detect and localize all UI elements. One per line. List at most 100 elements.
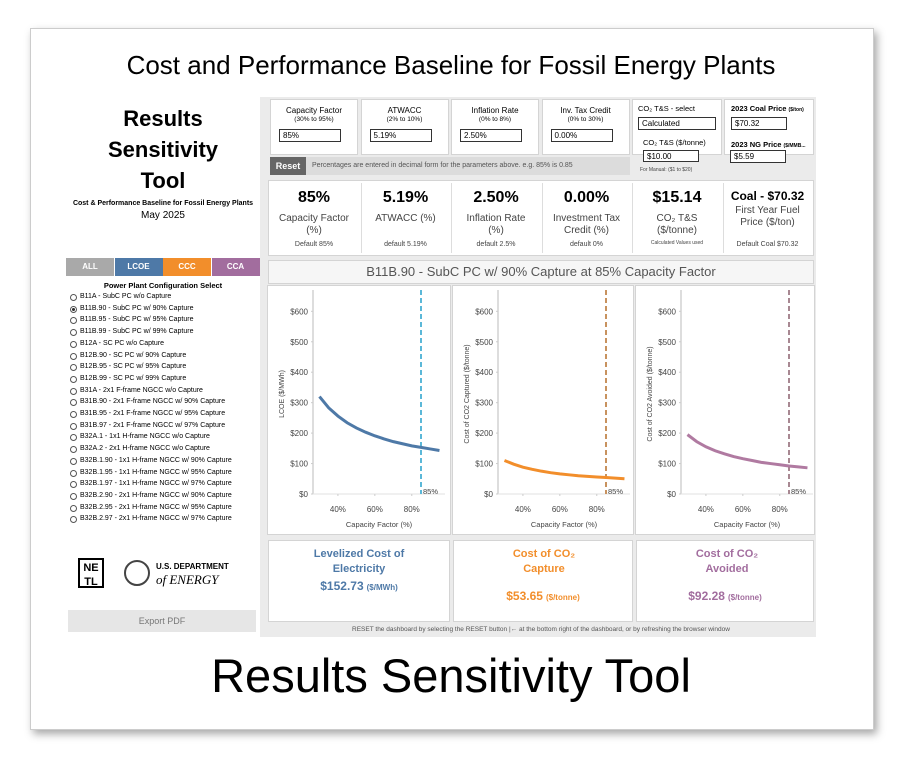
plant-option[interactable]: B11B.99 - SubC PC w/ 99% Capture: [70, 327, 260, 338]
co2-value-input[interactable]: $10.00: [643, 150, 699, 162]
y-tick-label: $0: [484, 490, 493, 499]
plant-option[interactable]: B11B.95 - SubC PC w/ 95% Capture: [70, 315, 260, 326]
input-range: (0% to 8%): [478, 116, 512, 123]
plant-label: B32B.2.90 - 2x1 H-frame NGCC w/ 90% Capt…: [80, 491, 232, 499]
plant-label: B31A - 2x1 F-frame NGCC w/o Capture: [80, 386, 203, 394]
y-axis-label: LCOE ($/MWh): [279, 370, 286, 418]
tab[interactable]: ALL: [66, 258, 114, 276]
sidebar-title: Results Sensitivity Tool: [107, 106, 219, 193]
kpi-value: 5.19%: [382, 189, 429, 206]
kpi-note: default 5.19%: [384, 241, 427, 248]
plant-option[interactable]: B32B.1.95 - 1x1 H-frame NGCC w/ 95% Capt…: [70, 468, 260, 479]
x-tick-label: 80%: [589, 505, 605, 514]
co2-note: For Manual: ($1 to $20): [640, 167, 693, 173]
coal-input[interactable]: $70.32: [731, 117, 787, 130]
radio: [70, 294, 77, 301]
input-field[interactable]: 85%: [279, 129, 341, 142]
radio: [70, 411, 77, 418]
result-card: Cost of CO₂ Capture $53.65 ($/tonne): [453, 540, 633, 622]
plant-option[interactable]: B11B.90 - SubC PC w/ 90% Capture: [70, 304, 260, 315]
fuel-input: 2023 Coal Price ($/ton) $70.32 2023 NG P…: [724, 99, 814, 155]
plant-option[interactable]: B31B.95 - 2x1 F-frame NGCC w/ 95% Captur…: [70, 409, 260, 420]
input-field[interactable]: 2.50%: [460, 129, 522, 142]
sidebar-date: May 2025: [141, 210, 185, 221]
radio: [70, 481, 77, 489]
plant-option[interactable]: B31B.90 - 2x1 F-frame NGCC w/ 90% Captur…: [70, 397, 260, 408]
kpi-value: 2.50%: [473, 189, 519, 206]
tab[interactable]: CCC: [163, 258, 211, 276]
sidebar: Results Sensitivity Tool Cost & Performa…: [66, 97, 260, 637]
kpi: 5.19% ATWACC (%) default 5.19%: [360, 183, 450, 253]
plant-option[interactable]: B12B.95 - SC PC w/ 95% Capture: [70, 362, 260, 373]
result-value-line: $92.28 ($/tonne): [637, 589, 813, 603]
kpi-note: default 0%: [569, 241, 604, 248]
plant-option[interactable]: B32A.1 - 1x1 H-frame NGCC w/o Capture: [70, 432, 260, 443]
page-title: Cost and Performance Baseline for Fossil…: [126, 50, 776, 80]
result-title: Cost of CO₂ Capture: [512, 548, 576, 575]
x-tick-label: 60%: [367, 505, 383, 514]
result-title: Cost of CO₂ Avoided: [695, 548, 759, 575]
plant-label: B12B.99 - SC PC w/ 99% Capture: [80, 374, 187, 382]
plant-option[interactable]: B32B.1.97 - 1x1 H-frame NGCC w/ 97% Capt…: [70, 479, 260, 490]
x-axis-label: Capacity Factor (%): [346, 520, 413, 529]
plant-option[interactable]: B32B.2.97 - 2x1 H-frame NGCC w/ 97% Capt…: [70, 514, 260, 525]
kpi-label: ATWACC (%): [375, 213, 436, 224]
tab[interactable]: CCA: [211, 258, 260, 276]
input-label: Capacity Factor: [285, 106, 343, 115]
result-card: Levelized Cost of Electricity $152.73 ($/M…: [268, 540, 450, 622]
kpi: 2.50% Inflation Rate (%) default 2.5%: [451, 183, 540, 253]
plant-label: B31B.90 - 2x1 F-frame NGCC w/ 90% Captur…: [80, 398, 226, 406]
plant-option[interactable]: B32A.2 - 2x1 H-frame NGCC w/o Capture: [70, 444, 260, 455]
x-tick-label: 40%: [515, 505, 531, 514]
kpi-note: Calculated Values used: [650, 240, 704, 246]
y-tick-label: $600: [290, 307, 308, 316]
ng-input[interactable]: $5.59: [730, 150, 786, 163]
y-tick-label: $500: [290, 338, 308, 347]
ng-unit: ($/MMB...: [783, 143, 806, 149]
tab[interactable]: LCOE: [114, 258, 163, 276]
input-label: Inv. Tax Credit: [560, 106, 611, 115]
result-unit: ($/tonne): [727, 593, 762, 602]
radio: [70, 469, 77, 477]
kpi: 0.00% Investment Tax Credit (%) default 0%: [541, 183, 631, 253]
line-chart: $0 $100 $200 $300 $400 $500 $600 40% 60% 80% Capac…: [267, 285, 451, 535]
plant-option[interactable]: B32B.2.90 - 2x1 H-frame NGCC w/ 90% Capt…: [70, 491, 260, 502]
radio: [70, 375, 77, 383]
x-tick-label: 80%: [404, 505, 420, 514]
plant-option[interactable]: B11A - SubC PC w/o Capture: [70, 292, 260, 303]
coal-unit: ($/ton): [788, 107, 804, 113]
reset-button[interactable]: Reset: [270, 157, 306, 175]
marker-label: 85%: [608, 487, 623, 496]
plant-label: B31B.97 - 2x1 F-frame NGCC w/ 97% Captur…: [80, 421, 226, 429]
radio: [70, 399, 77, 407]
result-value-line: $152.73 ($/MWh): [269, 579, 449, 593]
input-label: Inflation Rate: [471, 106, 519, 115]
plant-option[interactable]: B31B.97 - 2x1 F-frame NGCC w/ 97% Captur…: [70, 421, 260, 432]
plant-option[interactable]: B12A - SC PC w/o Capture: [70, 339, 260, 350]
ng-label: 2023 NG Price: [731, 140, 782, 149]
export-button[interactable]: Export PDF: [68, 610, 256, 632]
kpi-note: Default Coal $70.32: [736, 241, 799, 248]
plant-label: B12A - SC PC w/o Capture: [80, 339, 165, 347]
result-value: $53.65: [506, 589, 543, 603]
plant-option[interactable]: B12B.99 - SC PC w/ 99% Capture: [70, 374, 260, 385]
plant-option[interactable]: B32B.1.90 - 1x1 H-frame NGCC w/ 90% Capt…: [70, 456, 260, 467]
radio: [70, 305, 77, 313]
radio: [70, 340, 77, 348]
input-field[interactable]: 5.19%: [369, 129, 432, 142]
radio: [70, 504, 77, 512]
co2-select[interactable]: Calculated: [638, 117, 716, 130]
input-field[interactable]: 0.00%: [550, 129, 613, 142]
plant-option[interactable]: B12B.90 - SC PC w/ 90% Capture: [70, 351, 260, 362]
x-axis-label: Capacity Factor (%): [531, 520, 598, 529]
radio: [70, 492, 77, 500]
radio: [70, 434, 77, 442]
list-title: Power Plant Configuration Select: [103, 281, 223, 290]
plant-option[interactable]: B31A - 2x1 F-frame NGCC w/o Capture: [70, 386, 260, 397]
data-line: [318, 395, 440, 452]
y-tick-label: $200: [290, 429, 308, 438]
result-unit: ($/tonne): [545, 593, 580, 602]
y-tick-label: $400: [290, 368, 308, 377]
kpi-label: CO₂ T&S ($/tonne): [656, 213, 698, 236]
plant-option[interactable]: B32B.2.95 - 2x1 H-frame NGCC w/ 95% Capt…: [70, 503, 260, 514]
